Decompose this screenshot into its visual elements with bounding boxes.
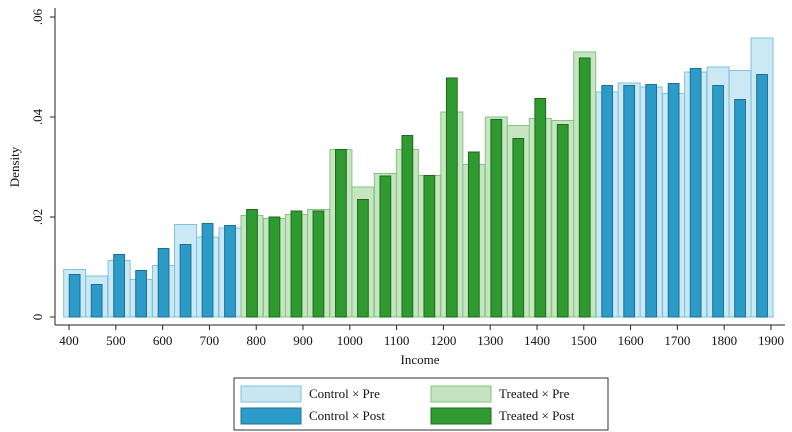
legend-label: Control × Post (309, 408, 385, 423)
bar (467, 151, 480, 318)
bar (712, 85, 724, 318)
bar (623, 85, 636, 318)
y-tick-label: 0 (30, 314, 45, 321)
bar (445, 77, 458, 318)
x-tick-label: 1400 (524, 333, 550, 348)
legend-swatch (430, 385, 492, 403)
legend-swatch (430, 407, 492, 425)
bar (268, 216, 281, 318)
legend-swatch (240, 385, 302, 403)
x-tick-label: 400 (59, 333, 79, 348)
x-tick-label: 1700 (664, 333, 690, 348)
bar (157, 248, 170, 318)
bar (68, 274, 81, 318)
bar (756, 74, 768, 318)
bar (201, 223, 214, 318)
x-tick-label: 600 (153, 333, 173, 348)
bar (90, 284, 103, 318)
bar (423, 175, 436, 318)
bar (135, 270, 147, 318)
bar (534, 98, 547, 318)
bar (290, 210, 303, 318)
x-tick-label: 1600 (618, 333, 644, 348)
bar (667, 83, 680, 318)
legend-label: Control × Pre (309, 386, 380, 401)
bar (490, 119, 503, 318)
legend-swatch (240, 407, 302, 425)
x-tick-label: 500 (106, 333, 126, 348)
y-tick-label: .02 (30, 209, 45, 225)
legend-label: Treated × Pre (499, 386, 570, 401)
x-tick-label: 1000 (337, 333, 363, 348)
bar (357, 199, 369, 318)
x-tick-label: 900 (293, 333, 313, 348)
x-tick-label: 1200 (430, 333, 456, 348)
x-tick-label: 1900 (758, 333, 784, 348)
x-tick-label: 700 (200, 333, 220, 348)
bar (379, 175, 392, 318)
x-tick-label: 800 (246, 333, 266, 348)
y-tick-label: .06 (30, 8, 45, 25)
bar (246, 209, 258, 318)
x-tick-label: 1300 (477, 333, 503, 348)
legend-label: Treated × Post (499, 408, 575, 423)
bar (335, 149, 347, 318)
bar (601, 85, 614, 318)
bar (224, 225, 236, 318)
x-tick-label: 1800 (711, 333, 737, 348)
y-axis-title: Density (7, 146, 22, 187)
bar (179, 244, 192, 318)
y-tick-label: .04 (30, 108, 45, 125)
bar (401, 135, 414, 318)
bar (734, 99, 746, 318)
bar (512, 138, 525, 318)
x-tick-label: 1100 (384, 333, 410, 348)
x-axis-title: Income (401, 352, 440, 367)
bar (689, 68, 702, 318)
x-tick-label: 1500 (571, 333, 597, 348)
bar (113, 254, 125, 318)
bar (556, 124, 569, 318)
bar (578, 57, 591, 318)
bar (645, 84, 658, 318)
bar (312, 210, 325, 318)
